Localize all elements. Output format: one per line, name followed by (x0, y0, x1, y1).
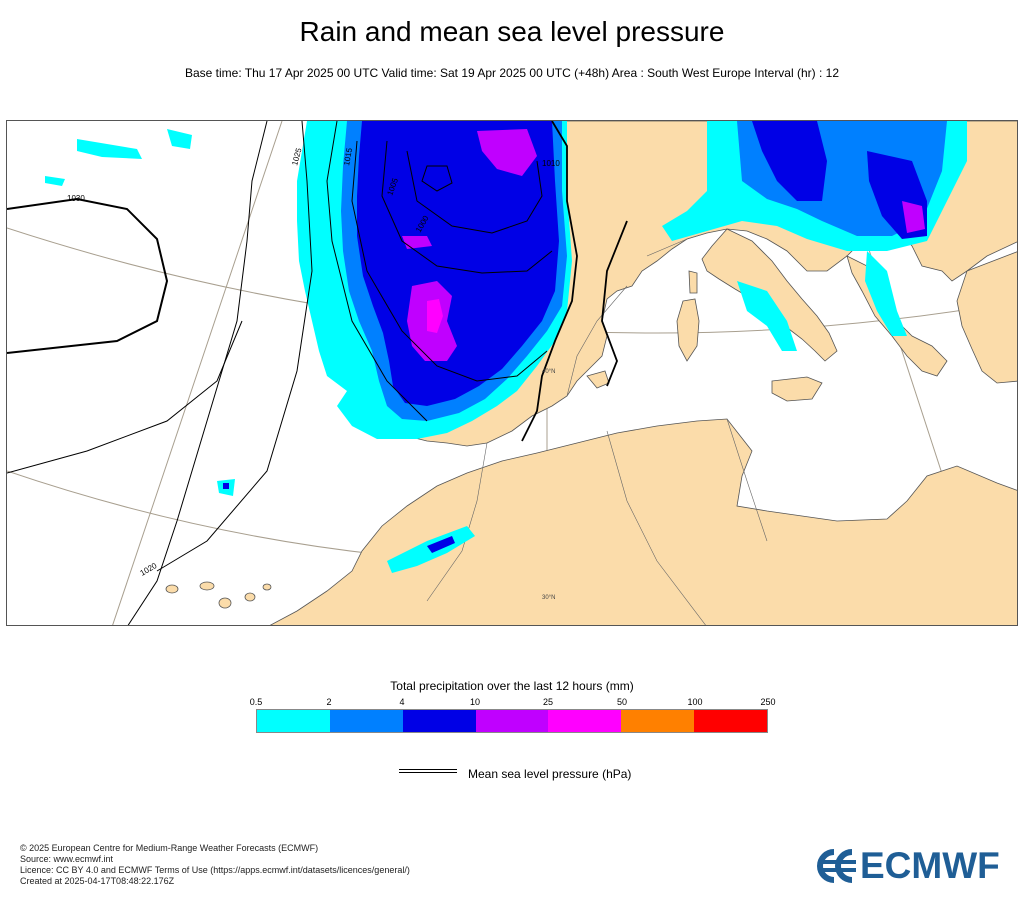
latitude-label-40n: 40°N (542, 369, 555, 375)
isobar-label-1030: 1030 (67, 194, 85, 203)
chart-subtitle: Base time: Thu 17 Apr 2025 00 UTC Valid … (184, 66, 839, 80)
ecmwf-logo: ECMWF (812, 845, 1012, 886)
legend-swatch (475, 710, 549, 732)
copyright-line: © 2025 European Centre for Medium-Range … (20, 843, 319, 853)
legend-ticks: 0.5 2 4 10 25 50 100 250 (250, 697, 776, 709)
legend-tick: 250 (760, 697, 776, 707)
legend-swatch (402, 710, 476, 732)
source-line: Source: www.ecmwf.int (20, 854, 114, 864)
footer-credits: © 2025 European Centre for Medium-Range … (20, 843, 410, 887)
ecmwf-logo-icon (817, 849, 856, 883)
legend-swatch (329, 710, 403, 732)
ecmwf-logo-text: ECMWF (860, 845, 1000, 886)
graticule-labels: 40°N 30°N (542, 369, 555, 601)
isobar-label-1015: 1015 (342, 147, 354, 167)
legend-swatch (621, 710, 695, 732)
legend-tick: 0.5 (249, 697, 263, 707)
latitude-label-30n: 30°N (542, 595, 555, 601)
isobar-label-1020: 1020 (139, 561, 159, 578)
legend-title: Total precipitation over the last 12 hou… (390, 679, 634, 693)
weather-map[interactable]: 1030 1025 1020 1015 1010 1005 1000 40°N … (6, 120, 1018, 626)
legend-tick: 100 (687, 697, 703, 707)
licence-line: Licence: CC BY 4.0 and ECMWF Terms of Us… (20, 865, 410, 875)
legend-tick: 2 (326, 697, 332, 707)
legend-tick: 4 (399, 697, 405, 707)
country-borders (426, 232, 768, 625)
isobar-label-1010: 1010 (542, 159, 560, 168)
mslp-line-sample (399, 769, 457, 773)
precipitation (45, 121, 967, 573)
legend-tick: 25 (542, 697, 554, 707)
legend-swatch (694, 710, 768, 732)
legend-colorbar (256, 709, 768, 733)
mslp-legend-label: Mean sea level pressure (hPa) (468, 767, 632, 781)
chart-title: Rain and mean sea level pressure (299, 16, 725, 47)
legend-tick: 10 (469, 697, 481, 707)
legend-swatch (548, 710, 622, 732)
legend-tick: 50 (616, 697, 628, 707)
isobars (7, 121, 628, 625)
created-line: Created at 2025-04-17T08:48:22.176Z (20, 876, 175, 886)
legend-swatch (257, 710, 330, 732)
